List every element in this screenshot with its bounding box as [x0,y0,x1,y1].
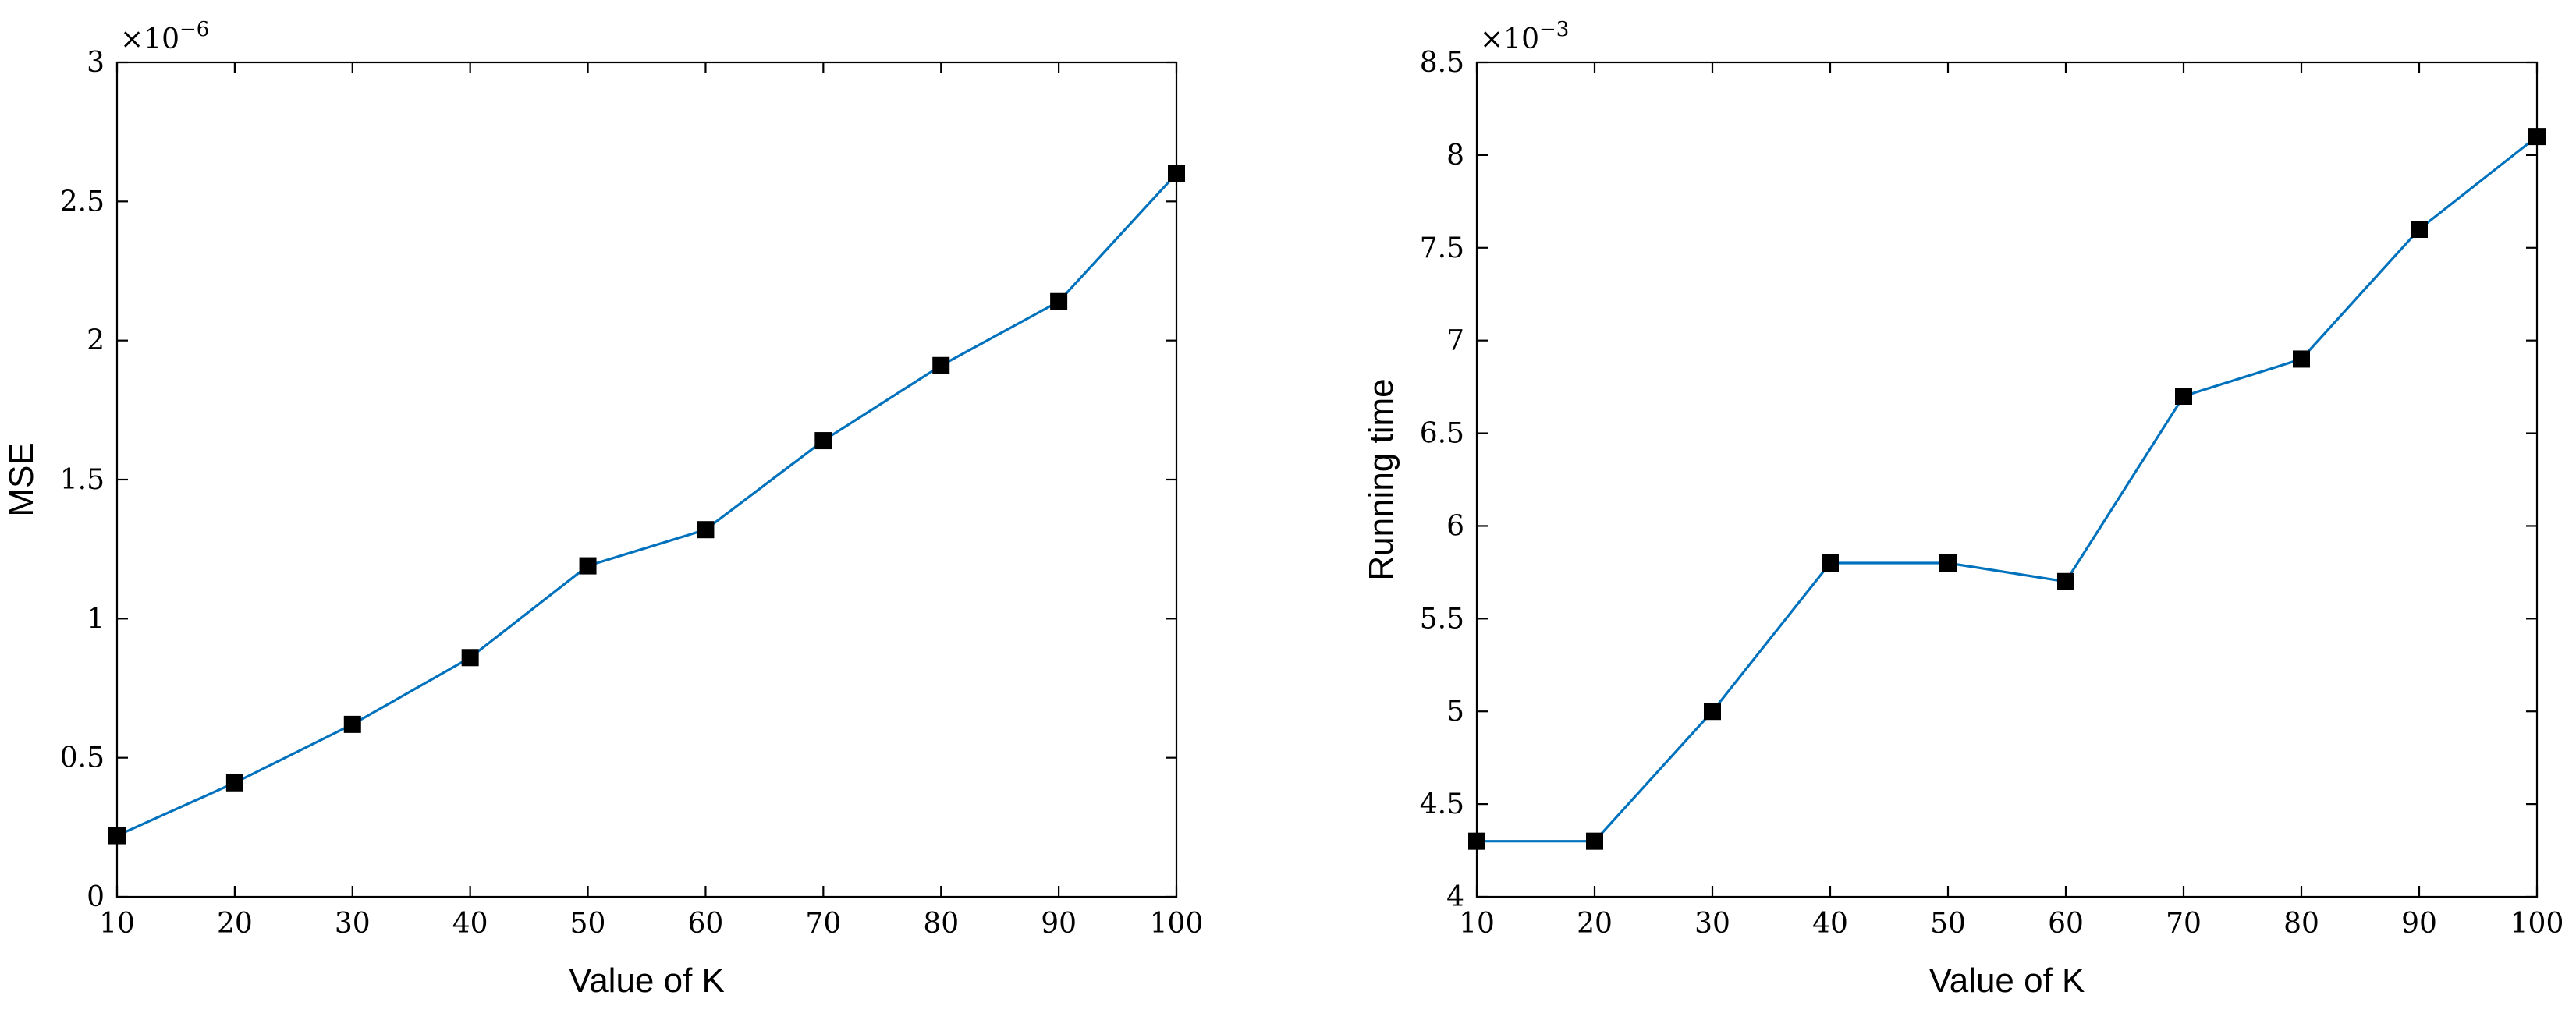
y-tick-label: 2 [87,325,105,357]
x-tick-label: 70 [805,908,841,940]
x-axis-title: Value of K [569,962,725,1000]
data-point-marker [1168,165,1185,182]
x-tick-label: 30 [1694,908,1730,940]
y-exponent-base: ×10 [120,23,179,55]
data-point-marker [579,557,597,575]
x-tick-label: 50 [1930,908,1966,940]
x-tick-label: 100 [2510,908,2564,940]
data-point-marker [1704,703,1721,721]
x-tick-label: 10 [99,908,135,940]
y-tick-label: 4 [1446,881,1464,913]
y-tick-label: 1.5 [60,464,105,496]
running-time-chart: 10 20 30 40 50 60 70 80 90 100 4 4.5 5 5.5 6 6.5 7 7.5 8 8.… [1362,18,2564,1000]
x-tick-label: 40 [1812,908,1848,940]
mse-chart: 10 20 30 40 50 60 70 80 90 100 0 0.5 1 1.5 2 2.5 3 ×10−6 V… [2,18,1203,1000]
y-tick-label: 6 [1446,510,1464,542]
data-point-marker [814,432,832,450]
data-point-marker [2175,388,2192,405]
series-line [1477,135,2538,843]
plot-frame [115,61,1178,898]
y-exponent-label: ×10−3 [1480,18,1569,55]
y-exponent-base: ×10 [1480,23,1539,55]
x-tick-label: 40 [452,908,488,940]
x-tick-label: 90 [1041,908,1077,940]
y-exponent-power: −3 [1539,18,1569,41]
data-point-marker [2528,128,2546,146]
data-point-marker [1939,554,1957,572]
data-point-marker [1822,554,1839,572]
y-tick-label: 0 [87,881,105,913]
y-exponent-label: ×10−6 [120,18,209,55]
data-point-marker [697,521,715,539]
x-tick-label: 70 [2166,908,2202,940]
x-axis-title: Value of K [1929,962,2085,1000]
data-point-marker [461,649,479,667]
x-tick-label: 60 [688,908,724,940]
x-tick-label: 50 [570,908,606,940]
plot-frame [1475,61,2539,898]
y-axis-title: Running time [1362,378,1400,580]
x-tick-label: 20 [1577,908,1613,940]
x-tick-label: 30 [335,908,371,940]
y-tick-label: 6.5 [1420,418,1464,450]
data-point-marker [2057,572,2074,590]
y-tick-label: 4.5 [1420,788,1464,820]
y-tick-label: 2.5 [60,186,105,218]
x-tick-label: 80 [923,908,959,940]
y-tick-label: 5.5 [1420,603,1464,635]
data-point-marker [932,356,950,374]
x-tick-label: 80 [2283,908,2319,940]
x-tick-label: 10 [1459,908,1495,940]
data-point-marker [2411,221,2428,238]
data-point-marker [2293,350,2310,368]
y-tick-label: 3 [87,47,105,79]
x-tick-label: 90 [2401,908,2437,940]
y-tick-label: 5 [1446,696,1464,728]
data-point-marker [343,715,361,733]
y-tick-label: 8.5 [1420,47,1464,79]
data-point-marker [1468,832,1485,850]
y-tick-label: 8 [1446,140,1464,172]
y-tick-label: 7.5 [1420,232,1464,264]
y-tick-label: 0.5 [60,742,105,774]
y-tick-label: 1 [87,603,105,635]
data-point-marker [225,774,243,792]
x-tick-label: 100 [1150,908,1204,940]
x-tick-label: 20 [217,908,253,940]
series-line [116,172,1178,837]
data-point-marker [108,827,126,845]
y-tick-label: 7 [1446,325,1464,357]
x-tick-label: 60 [2048,908,2084,940]
data-point-marker [1586,832,1603,850]
y-axis-title: MSE [2,442,41,516]
y-exponent-power: −6 [179,18,209,41]
data-point-marker [1050,292,1068,310]
